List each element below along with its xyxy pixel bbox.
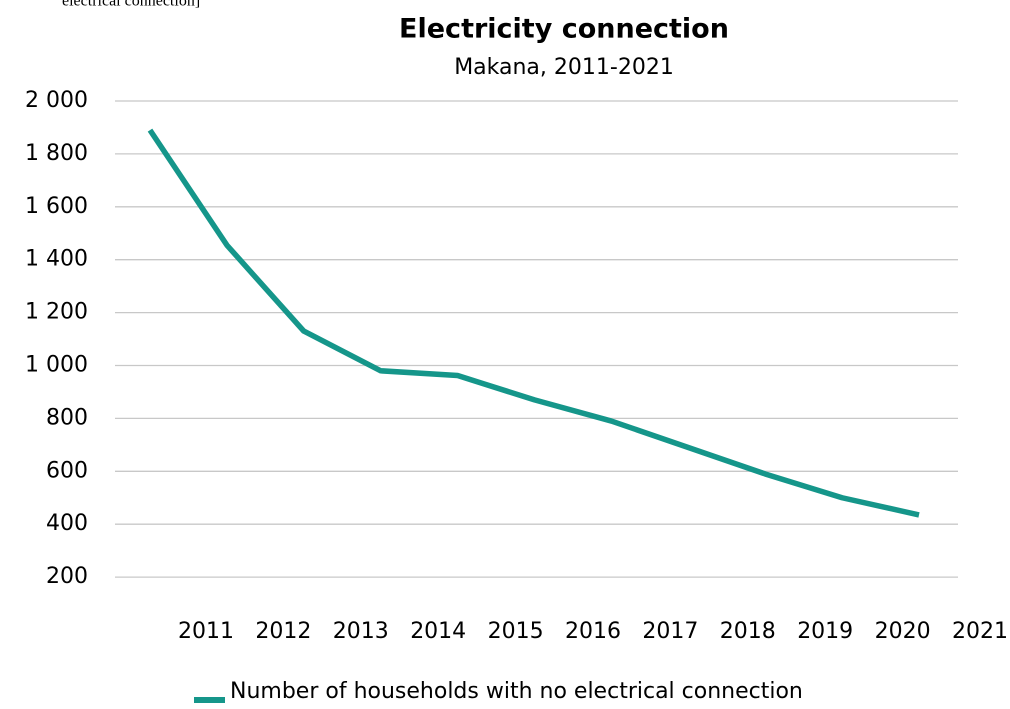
x-tick-label: 2020	[875, 619, 931, 644]
chart-subtitle: Makana, 2011-2021	[454, 55, 674, 80]
x-tick-label: 2016	[565, 619, 621, 644]
y-tick-label: 1 600	[25, 194, 88, 219]
x-tick-label: 2019	[797, 619, 853, 644]
x-tick-label: 2012	[255, 619, 311, 644]
note: electrical connection]	[62, 0, 200, 10]
chart-title: Electricity connection	[399, 14, 729, 45]
x-tick-label: 2015	[488, 619, 544, 644]
y-tick-label: 1 000	[25, 353, 88, 378]
y-tick-label: 600	[46, 458, 88, 483]
x-tick-label: 2013	[333, 619, 389, 644]
x-tick-label: 2018	[720, 619, 776, 644]
y-tick-label: 1 400	[25, 247, 88, 272]
series-line	[147, 128, 920, 518]
y-tick-label: 400	[46, 511, 88, 536]
y-tick-label: 2 000	[25, 88, 88, 113]
x-tick-label: 2017	[642, 619, 698, 644]
x-tick-label: 2014	[410, 619, 466, 644]
x-tick-label: 2011	[178, 619, 234, 644]
y-tick-label: 800	[46, 405, 88, 430]
y-tick-label: 1 800	[25, 141, 88, 166]
y-tick-label: 1 200	[25, 300, 88, 325]
x-tick-label: 2021	[952, 619, 1008, 644]
legend-label: Number of households with no electrical …	[230, 679, 803, 704]
y-tick-label: 200	[46, 564, 88, 589]
legend-swatch	[194, 697, 225, 703]
